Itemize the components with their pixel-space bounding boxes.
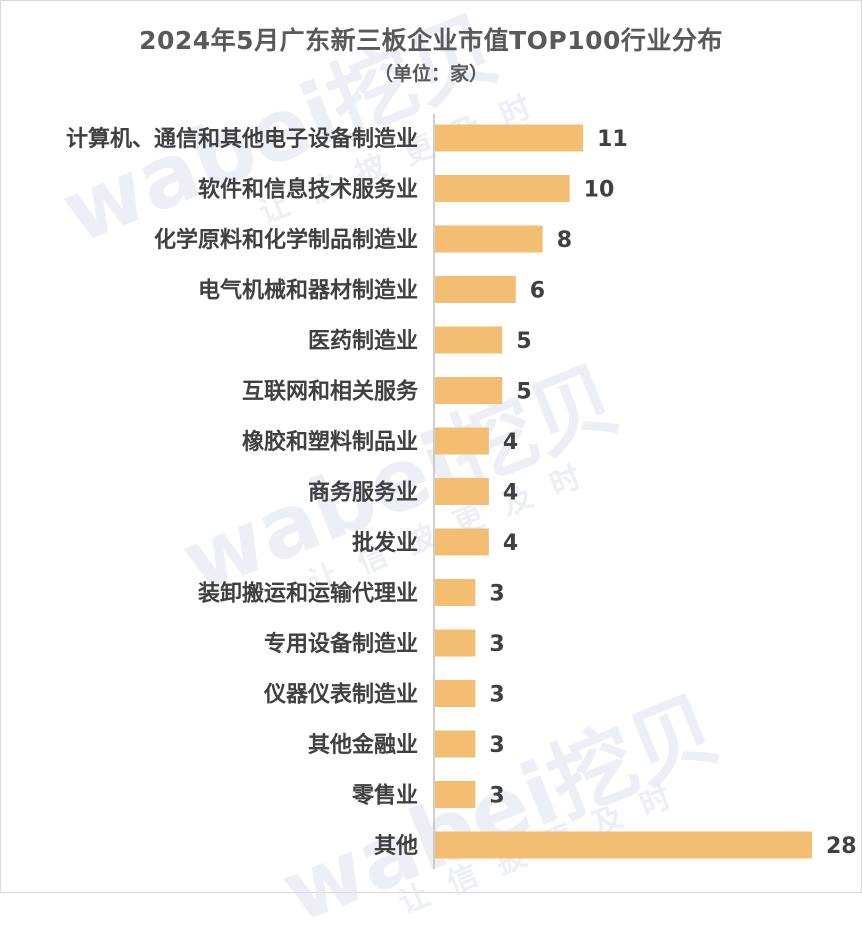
data-label: 3 [489, 632, 504, 657]
data-label: 5 [516, 329, 531, 354]
bar [435, 629, 476, 657]
category-label: 仪器仪表制造业 [263, 683, 418, 708]
category-label: 其他金融业 [308, 732, 418, 758]
bar [435, 427, 489, 455]
bar [435, 730, 476, 758]
bar [435, 377, 503, 404]
chart-subtitle: （单位：家） [373, 63, 488, 85]
category-label: 专用设备制造业 [264, 631, 418, 657]
data-label: 5 [516, 380, 531, 405]
data-label: 3 [489, 733, 504, 758]
bar [435, 276, 516, 303]
data-label: 8 [557, 228, 572, 253]
data-label: 4 [503, 430, 518, 455]
data-label: 3 [489, 784, 504, 809]
bar [435, 680, 476, 707]
bars-layer: 计算机、通信和其他电子设备制造业 11 软件和信息技术服务业 10 化学原料和化学制品制… [66, 113, 857, 870]
bar [435, 124, 584, 152]
data-label: 11 [597, 127, 628, 152]
category-label: 软件和信息技术服务业 [198, 177, 418, 203]
category-label: 其他 [374, 834, 418, 859]
category-label: 计算机、通信和其他电子设备制造业 [66, 126, 418, 152]
data-label: 10 [584, 178, 615, 203]
category-label: 互联网和相关服务 [242, 380, 419, 405]
category-label: 批发业 [352, 530, 418, 556]
category-label: 零售业 [351, 783, 418, 809]
data-label: 3 [489, 582, 504, 607]
bar [435, 225, 543, 253]
data-label: 6 [530, 279, 545, 304]
data-label: 3 [489, 683, 504, 708]
category-label: 化学原料和化学制品制造业 [154, 227, 418, 253]
category-label: 装卸搬运和运输代理业 [198, 581, 418, 607]
category-label: 橡胶和塑料制品业 [242, 429, 418, 455]
bar [435, 326, 503, 354]
chart-title: 2024年5月广东新三板企业市值TOP100行业分布 [139, 26, 723, 55]
category-label: 电气机械和器材制造业 [198, 278, 418, 304]
bar [435, 831, 812, 859]
bar [435, 478, 489, 505]
category-label: 商务服务业 [308, 480, 418, 506]
data-label: 28 [826, 834, 857, 859]
bar [435, 528, 489, 556]
data-label: 4 [503, 531, 518, 556]
bar [435, 175, 570, 202]
data-label: 4 [503, 481, 518, 506]
bar-chart: 计算机、通信和其他电子设备制造业 11 软件和信息技术服务业 10 化学原料和化学制品制… [66, 113, 857, 870]
bar [435, 579, 476, 606]
category-label: 医药制造业 [308, 329, 418, 354]
bar [435, 781, 476, 808]
